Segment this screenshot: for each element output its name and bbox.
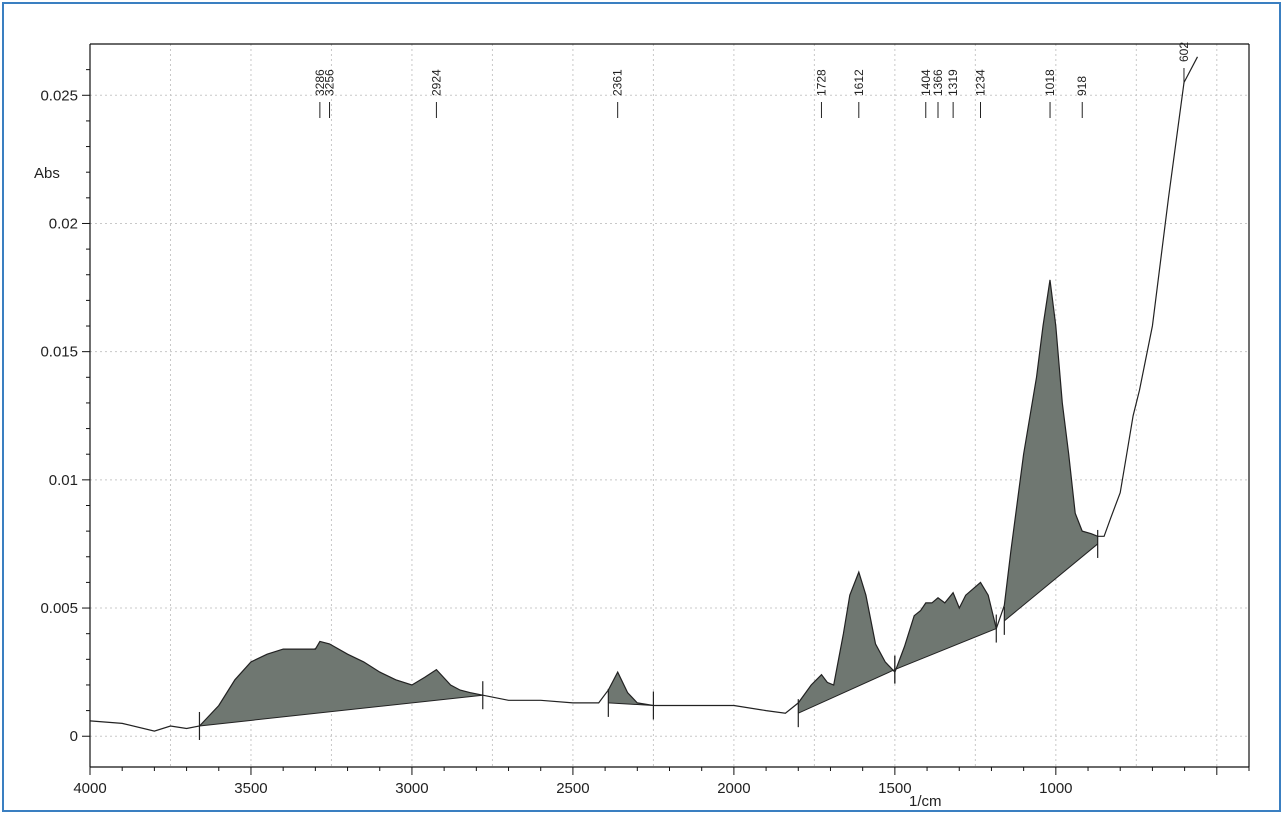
x-tick-label: 1500 bbox=[878, 780, 911, 797]
y-tick-label: 0.025 bbox=[40, 87, 78, 104]
peak-label: 1366 bbox=[931, 69, 945, 96]
x-tick-label: 3000 bbox=[395, 780, 428, 797]
baseline bbox=[1004, 543, 1099, 622]
peak-label: 1404 bbox=[919, 69, 933, 96]
peak-area bbox=[894, 583, 997, 673]
y-tick-label: 0.015 bbox=[40, 344, 78, 361]
peak-area bbox=[798, 572, 895, 714]
y-tick-label: 0.005 bbox=[40, 600, 78, 617]
peak-label: 1728 bbox=[814, 69, 828, 96]
peak-label: 3256 bbox=[323, 69, 337, 96]
x-axis-ticks: 4000 3500 3000 2500 2000 1500 1000 bbox=[73, 767, 1250, 797]
peak-label: 2361 bbox=[611, 69, 625, 96]
peak-area bbox=[1004, 281, 1098, 621]
peak-area bbox=[608, 672, 654, 706]
peak-area-fills bbox=[199, 281, 1098, 726]
peak-label: 1612 bbox=[852, 69, 866, 96]
y-tick-label: 0.01 bbox=[49, 472, 78, 489]
peak-area bbox=[199, 641, 483, 726]
peak-label: 602 bbox=[1177, 42, 1191, 62]
baseline bbox=[199, 694, 483, 727]
peak-label: 1234 bbox=[973, 69, 987, 96]
spectrum-line bbox=[89, 56, 1199, 732]
x-tick-label: 1000 bbox=[1039, 780, 1072, 797]
x-tick-label: 2500 bbox=[556, 780, 589, 797]
y-axis-ticks: 0 0.005 0.01 0.015 0.02 0.025 bbox=[40, 69, 90, 745]
y-tick-label: 0.02 bbox=[49, 215, 78, 232]
peak-label: 1319 bbox=[946, 69, 960, 96]
peak-label: 1018 bbox=[1043, 69, 1057, 96]
peak-label: 918 bbox=[1075, 76, 1089, 96]
x-tick-label: 4000 bbox=[73, 780, 106, 797]
baseline bbox=[798, 669, 896, 714]
peak-label: 3286 bbox=[313, 69, 327, 96]
y-tick-label: 0 bbox=[70, 728, 78, 745]
x-tick-label: 2000 bbox=[717, 780, 750, 797]
ir-spectrum-chart: 0 0.005 0.01 0.015 0.02 0.025 4000 3500 3000 250… bbox=[34, 42, 1250, 810]
y-axis-label: Abs bbox=[34, 165, 60, 182]
baseline bbox=[608, 702, 654, 706]
x-tick-label: 3500 bbox=[234, 780, 267, 797]
x-axis-label: 1/cm bbox=[909, 793, 942, 810]
peak-label: 2924 bbox=[429, 69, 443, 96]
baseline bbox=[894, 628, 997, 671]
